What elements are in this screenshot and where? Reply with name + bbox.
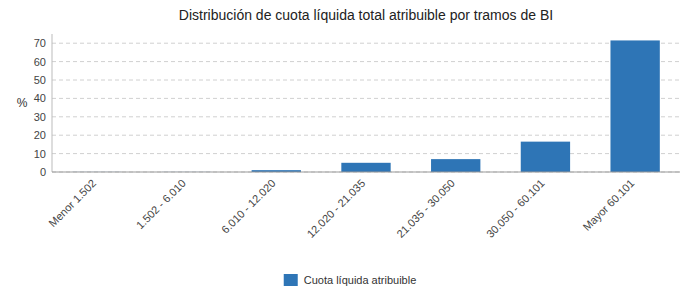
- y-tick-label: 40: [34, 92, 46, 104]
- y-tick-label: 50: [34, 74, 46, 86]
- grid: [52, 43, 680, 172]
- chart-svg: Distribución de cuota líquida total atri…: [0, 0, 700, 300]
- x-axis-line: [52, 172, 680, 173]
- chart-container: Distribución de cuota líquida total atri…: [0, 0, 700, 300]
- y-tick-label: 20: [34, 129, 46, 141]
- grid-line: [52, 116, 680, 117]
- x-tick-label: 6.010 - 12.020: [219, 177, 278, 236]
- title: Distribución de cuota líquida total atri…: [179, 7, 553, 23]
- grid-line: [52, 80, 680, 81]
- grid-line: [52, 98, 680, 99]
- x-tick-label: 30.050 - 60.101: [484, 177, 547, 240]
- y-axis-line: [52, 34, 53, 172]
- grid-line: [52, 61, 680, 62]
- y-tick-label: 10: [34, 148, 46, 160]
- y-tick-label: 70: [34, 37, 46, 49]
- y-tick-label: 30: [34, 111, 46, 123]
- grid-line: [52, 43, 680, 44]
- bars: [72, 40, 660, 172]
- legend-swatch: [284, 274, 298, 286]
- grid-line: [52, 153, 680, 154]
- bar: [341, 163, 390, 172]
- legend-label: Cuota líquida atribuible: [304, 274, 417, 286]
- bar: [521, 142, 570, 172]
- x-tick-label: Mayor 60.101: [581, 177, 637, 233]
- y-tick-label: 60: [34, 56, 46, 68]
- grid-line: [52, 172, 680, 173]
- x-tick-label: Menor 1.502: [46, 177, 98, 229]
- y-axis-label: %: [17, 96, 28, 110]
- x-tick-label: 12.020 - 21.035: [304, 177, 367, 240]
- x-tick-label: 21.035 - 30.050: [394, 177, 457, 240]
- legend: Cuota líquida atribuible: [284, 274, 417, 286]
- bar: [610, 40, 659, 172]
- grid-line: [52, 135, 680, 136]
- bar: [431, 159, 480, 172]
- x-tick-label: 1.502 - 6.010: [134, 177, 188, 231]
- y-tick-label: 0: [40, 166, 46, 178]
